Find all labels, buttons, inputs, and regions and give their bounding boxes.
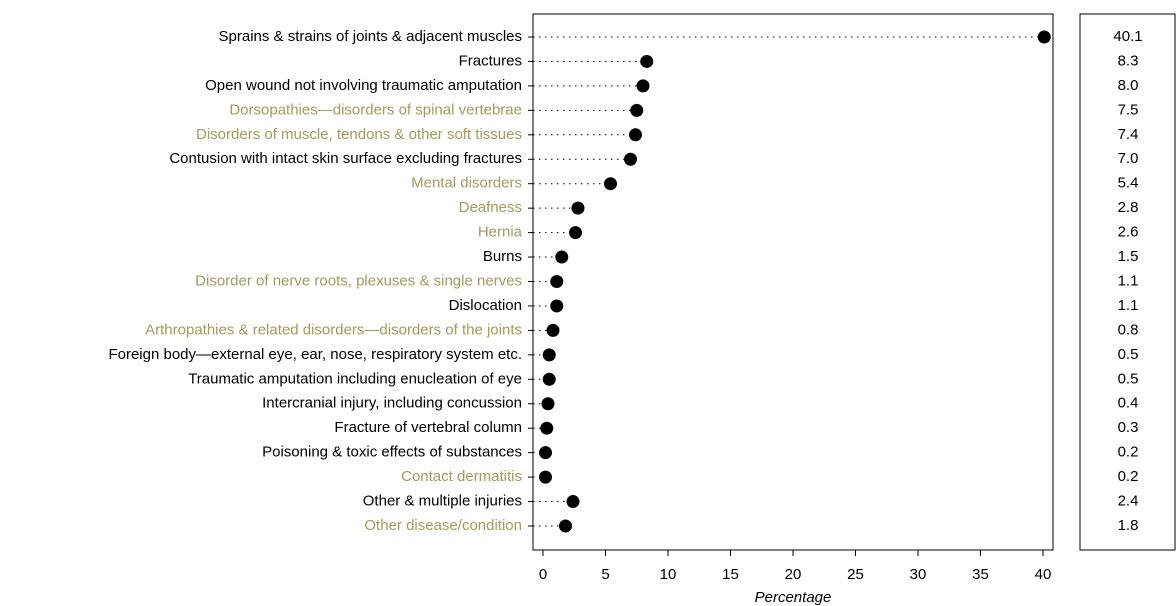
value-label: 7.0: [1118, 150, 1139, 167]
y-tick-label: Hernia: [478, 224, 523, 241]
x-tick-label: 20: [785, 566, 802, 583]
x-tick-label: 5: [601, 566, 609, 583]
dot: [550, 299, 564, 313]
value-label: 2.8: [1118, 199, 1139, 216]
value-label: 5.4: [1118, 175, 1139, 192]
y-tick-label: Sprains & strains of joints & adjacent m…: [219, 28, 522, 45]
y-tick-label: Poisoning & toxic effects of substances: [262, 444, 522, 461]
value-table-frame: [1079, 13, 1176, 551]
x-tick-label: 25: [847, 566, 864, 583]
y-tick-label: Mental disorders: [411, 175, 522, 192]
value-label: 8.3: [1118, 52, 1139, 69]
y-tick-label: Open wound not involving traumatic amput…: [205, 77, 522, 94]
y-tick-label: Disorders of muscle, tendons & other sof…: [196, 126, 522, 143]
x-tick-label: 15: [722, 566, 739, 583]
dot: [550, 275, 564, 288]
value-label: 0.8: [1118, 321, 1139, 338]
dot: [604, 177, 617, 191]
dot: [555, 250, 569, 264]
dot: [569, 226, 582, 240]
y-tick-label: Other & multiple injuries: [363, 493, 522, 510]
value-label: 0.4: [1118, 395, 1139, 412]
dot: [559, 519, 572, 533]
y-tick-label: Traumatic amputation including enucleati…: [188, 370, 522, 387]
value-label: 7.4: [1118, 126, 1139, 143]
dot: [629, 128, 642, 142]
x-tick-label: 0: [539, 566, 547, 583]
y-tick-label: Dorsopathies—disorders of spinal vertebr…: [229, 101, 522, 118]
value-label: 0.5: [1118, 370, 1139, 387]
y-tick-label: Dislocation: [449, 297, 522, 314]
value-label: 40.1: [1113, 28, 1142, 45]
dot: [1037, 30, 1051, 44]
y-tick-label: Deafness: [459, 199, 522, 216]
y-tick-label: Intercranial injury, including concussio…: [262, 395, 522, 412]
value-label: 1.5: [1118, 248, 1139, 265]
value-label: 7.5: [1118, 101, 1139, 118]
value-label: 0.2: [1118, 468, 1139, 485]
x-tick-label: 35: [972, 566, 989, 583]
y-tick-label: Contact dermatitis: [401, 468, 522, 485]
dot: [541, 397, 555, 411]
x-tick-label: 30: [910, 566, 927, 583]
dot: [640, 54, 654, 68]
y-tick-label: Other disease/condition: [364, 517, 522, 534]
value-label: 1.1: [1118, 272, 1139, 289]
dot: [636, 79, 650, 93]
x-tick-label: 40: [1035, 566, 1052, 583]
value-label: 8.0: [1118, 77, 1139, 94]
value-label: 2.6: [1118, 224, 1139, 241]
value-label: 0.3: [1118, 419, 1139, 436]
dot: [542, 372, 556, 386]
y-tick-label: Arthropathies & related disorders—disord…: [145, 321, 522, 338]
dot: [542, 348, 556, 362]
dot: [546, 323, 560, 337]
x-axis-label: Percentage: [755, 589, 832, 606]
y-tick-label: Fracture of vertebral column: [334, 419, 522, 436]
x-tick-label: 10: [660, 566, 677, 583]
y-tick-label: Fractures: [459, 52, 522, 69]
dot: [630, 103, 644, 117]
value-label: 1.8: [1118, 517, 1139, 534]
value-label: 0.2: [1118, 444, 1139, 461]
dot: [624, 152, 637, 166]
y-tick-label: Contusion with intact skin surface exclu…: [169, 150, 522, 167]
dot: [539, 446, 552, 460]
dot: [540, 421, 554, 435]
y-tick-label: Foreign body—external eye, ear, nose, re…: [108, 346, 522, 363]
value-label: 0.5: [1118, 346, 1139, 363]
value-label: 1.1: [1118, 297, 1139, 314]
dot: [566, 495, 580, 509]
dot: [571, 201, 585, 215]
y-tick-label: Disorder of nerve roots, plexuses & sing…: [195, 272, 522, 289]
dot: [539, 470, 552, 484]
y-tick-label: Burns: [483, 248, 522, 265]
value-label: 2.4: [1118, 493, 1139, 510]
plot-frame: [532, 13, 1054, 551]
